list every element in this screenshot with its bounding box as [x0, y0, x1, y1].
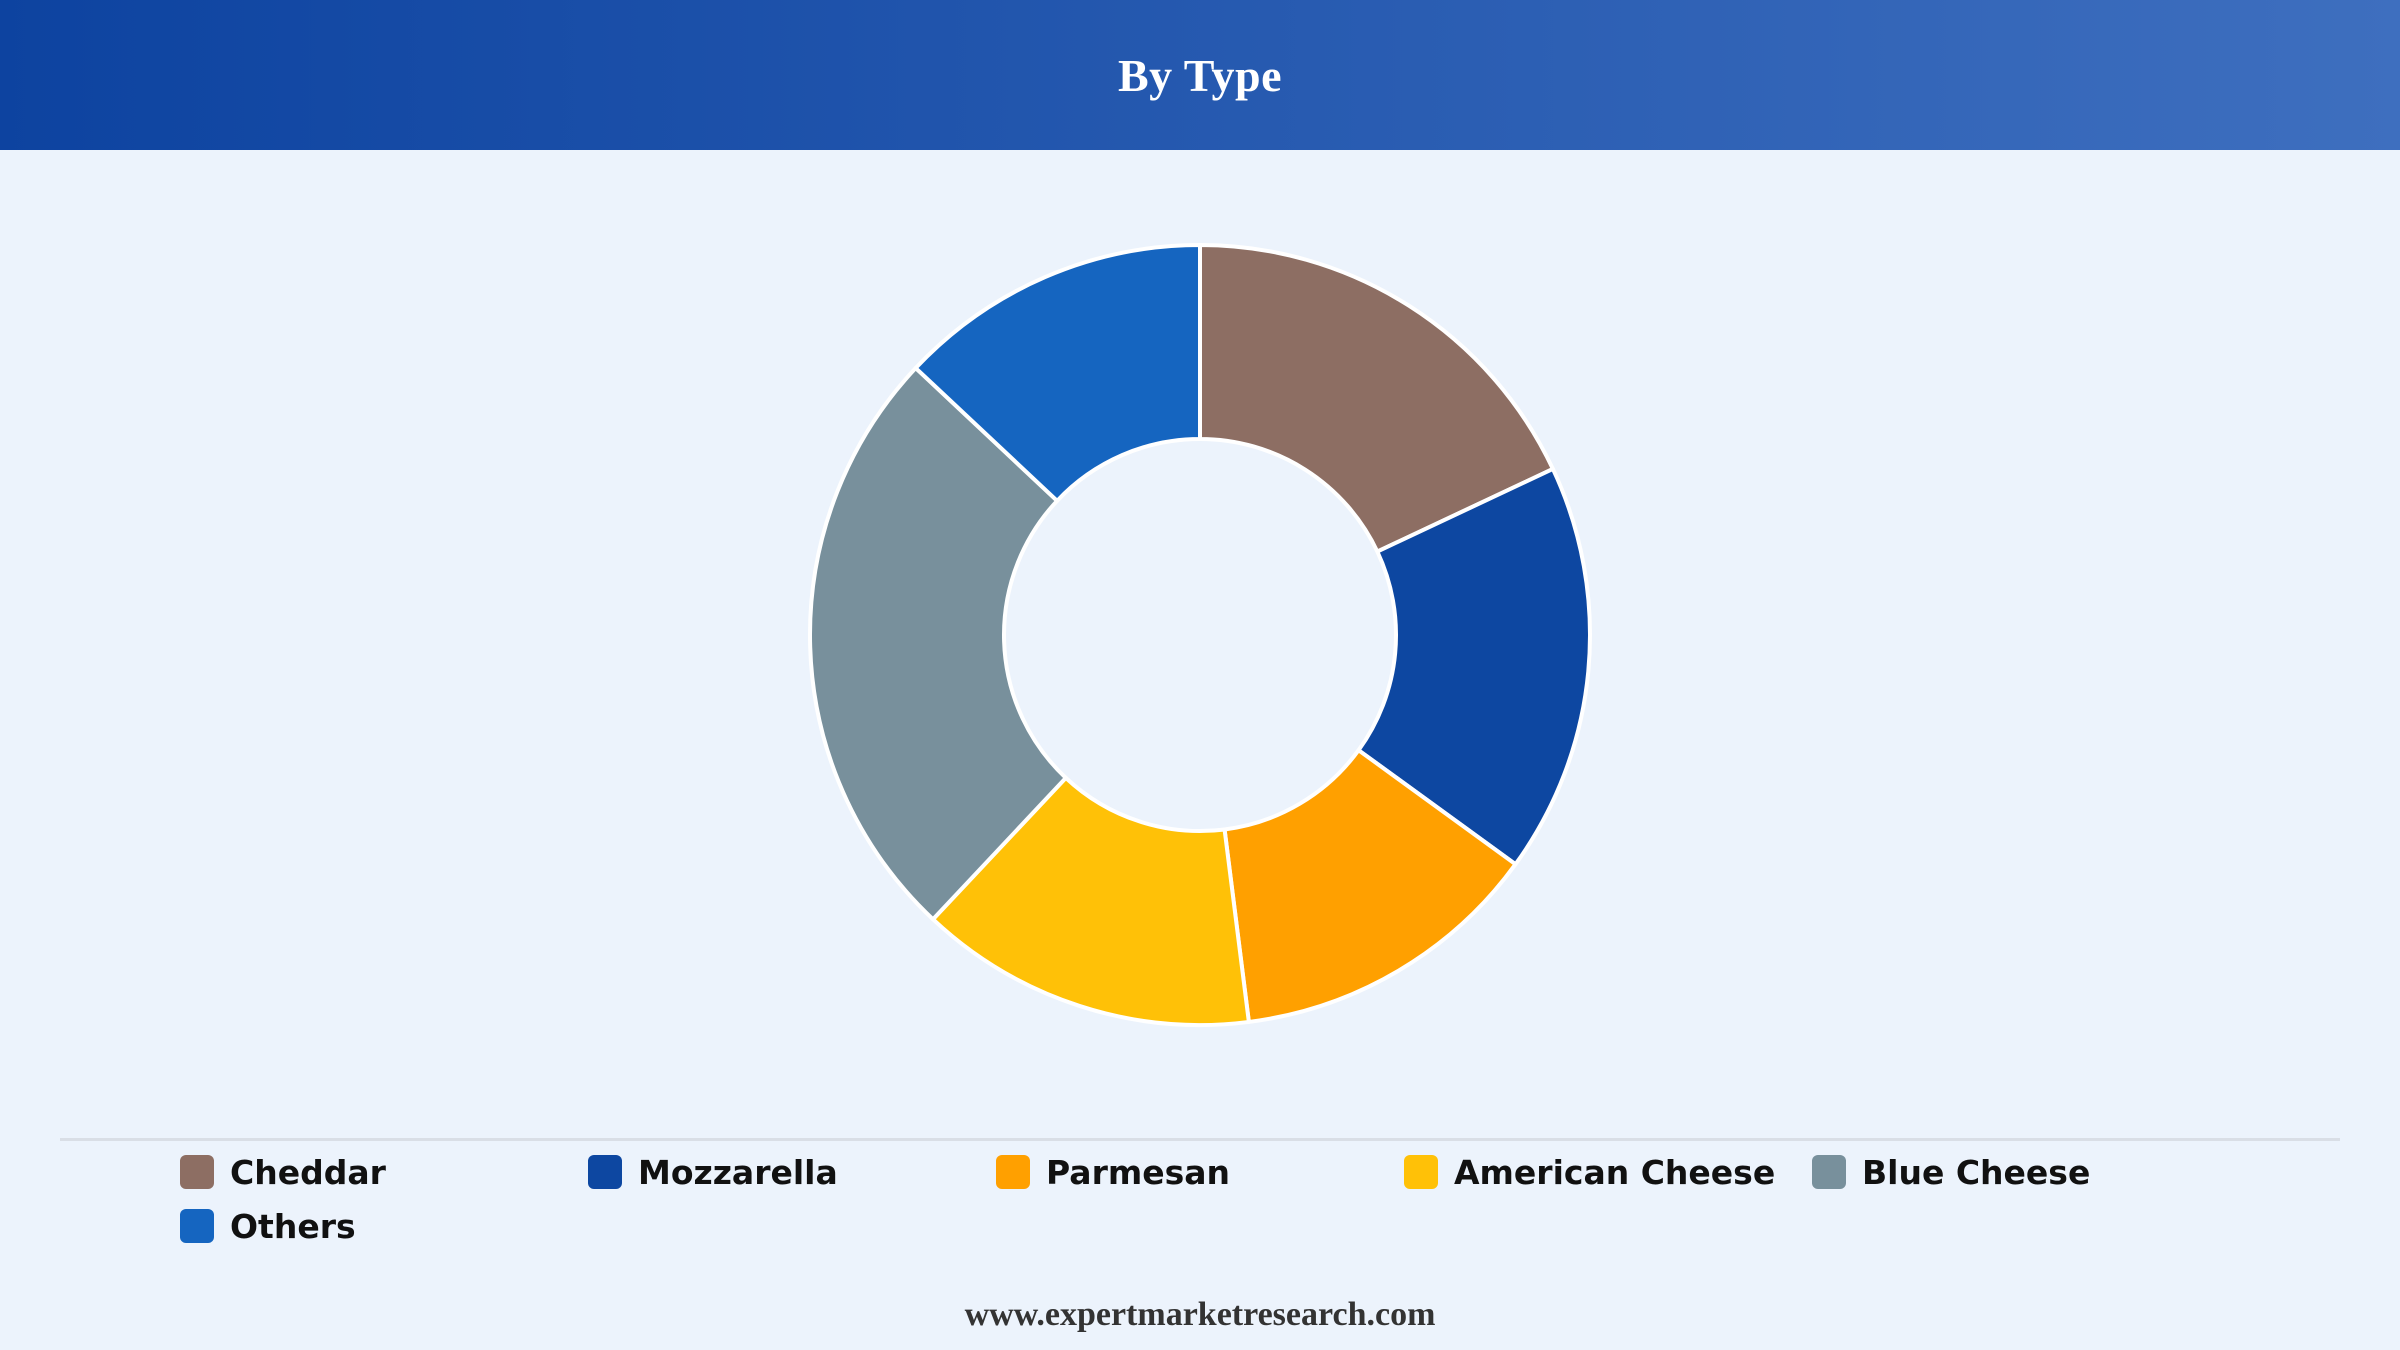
slice-blue-cheese [808, 366, 1068, 922]
legend-divider [60, 1138, 2340, 1141]
slice-mozzarella [1356, 466, 1592, 867]
donut-slices [808, 243, 1592, 1027]
legend-item-parmesan: Parmesan [996, 1152, 1404, 1192]
source-url: www.expertmarketresearch.com [964, 1296, 1436, 1333]
legend-swatch-others [180, 1209, 214, 1243]
chart-legend: Cheddar Mozzarella Parmesan American Che… [180, 1152, 2280, 1246]
legend-label-mozzarella: Mozzarella [638, 1152, 838, 1192]
slice-parmesan [1222, 748, 1518, 1024]
legend-swatch-cheddar [180, 1155, 214, 1189]
header-banner: By Type [0, 0, 2400, 150]
legend-item-american-cheese: American Cheese [1404, 1152, 1812, 1192]
legend-swatch-parmesan [996, 1155, 1030, 1189]
chart-title: By Type [1117, 49, 1283, 101]
slice-others [913, 243, 1202, 503]
legend-item-blue-cheese: Blue Cheese [1812, 1152, 2220, 1192]
legend-item-others: Others [180, 1206, 588, 1246]
legend-label-blue-cheese: Blue Cheese [1862, 1152, 2091, 1192]
slice-cheddar [1198, 243, 1555, 554]
legend-swatch-blue-cheese [1812, 1155, 1846, 1189]
legend-label-parmesan: Parmesan [1046, 1152, 1231, 1192]
legend-label-others: Others [230, 1206, 356, 1246]
legend-swatch-american-cheese [1404, 1155, 1438, 1189]
legend-label-cheddar: Cheddar [230, 1152, 386, 1192]
legend-item-mozzarella: Mozzarella [588, 1152, 996, 1192]
legend-item-cheddar: Cheddar [180, 1152, 588, 1192]
legend-label-american-cheese: American Cheese [1454, 1152, 1776, 1192]
legend-swatch-mozzarella [588, 1155, 622, 1189]
slice-american-cheese [931, 775, 1251, 1027]
